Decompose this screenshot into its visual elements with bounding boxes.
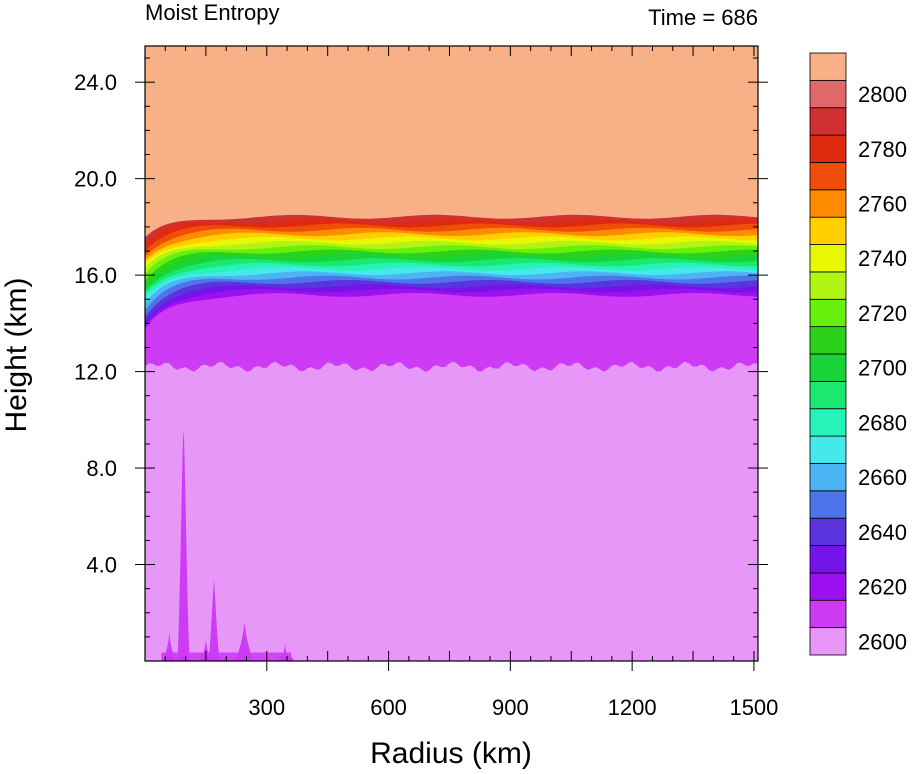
plot-frame [144,45,759,662]
colorbar-box [809,353,847,382]
colorbar-box [809,189,847,218]
colorbar-box [809,545,847,574]
colorbar-box [809,435,847,464]
convective-plume [208,579,220,661]
contour-field [145,46,758,661]
x-tick-label: 1500 [729,695,778,720]
chart-title-left: Moist Entropy [145,0,280,25]
y-tick-label: 4.0 [86,553,117,578]
colorbar-label: 2700 [858,356,907,381]
colorbar-box [809,298,847,328]
y-tick-label: 12.0 [74,360,117,385]
colorbar-box [809,326,847,355]
y-axis-ticks: 4.0 8.0 12.0 16.0 20.0 24.0 [74,57,768,638]
x-tick-label: 300 [248,695,285,720]
y-axis-label: Height (km) [0,277,33,432]
colorbar-label: 2600 [858,629,907,654]
colorbar: 2600 2620 2640 2660 2680 2700 2720 2740 2760 2780… [809,52,907,656]
x-tick-label: 600 [370,695,407,720]
colorbar-label: 2720 [858,301,907,326]
colorbar-label: 2620 [858,575,907,600]
y-tick-label: 16.0 [74,263,117,288]
colorbar-box [809,463,847,492]
colorbar-box [809,52,847,81]
colorbar-label: 2780 [858,137,907,162]
chart-title-right: Time = 686 [648,5,758,30]
y-tick-label: 24.0 [74,70,117,95]
contour-band-2600 [145,361,758,661]
colorbar-box [809,517,847,546]
colorbar-box [809,627,847,656]
y-tick-label: 20.0 [74,167,117,192]
x-tick-label: 1200 [608,695,657,720]
convective-plume [235,622,254,661]
colorbar-box [809,134,847,163]
y-tick-label: 8.0 [86,456,117,481]
colorbar-label: 2760 [858,192,907,217]
colorbar-label: 2660 [858,465,907,490]
colorbar-box [809,216,847,245]
colorbar-box [809,79,847,109]
x-axis-label: Radius (km) [370,737,532,770]
colorbar-box [809,107,847,136]
colorbar-box [809,380,847,410]
colorbar-label: 2800 [858,82,907,107]
x-axis-ticks: 300 600 900 1200 1500 [164,46,778,720]
colorbar-box [809,162,847,191]
colorbar-label: 2740 [858,246,907,271]
colorbar-box [809,271,847,300]
colorbar-box [809,599,847,629]
colorbar-box [809,490,847,519]
colorbar-label: 2680 [858,410,907,435]
x-tick-label: 900 [492,695,529,720]
colorbar-box [809,244,847,273]
colorbar-label: 2640 [858,520,907,545]
colorbar-box [809,408,847,437]
convective-plume [177,429,191,661]
colorbar-box [809,572,847,601]
